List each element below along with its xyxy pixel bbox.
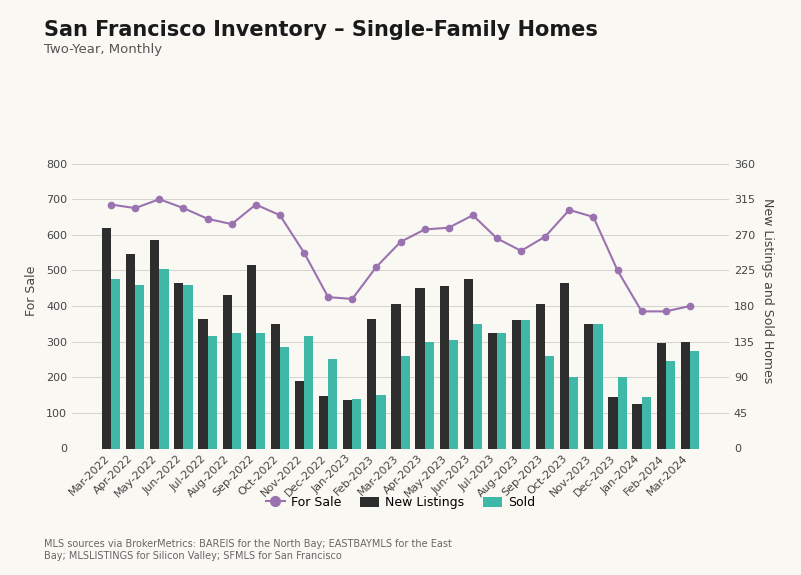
For Sale — [637, 308, 646, 315]
Bar — [681, 342, 690, 449]
Y-axis label: New Listings and Sold Homes: New Listings and Sold Homes — [762, 198, 775, 383]
Bar — [304, 336, 313, 449]
For Sale — [179, 205, 188, 212]
Bar — [536, 304, 545, 448]
Bar — [497, 333, 506, 448]
Bar — [280, 347, 289, 448]
Bar — [464, 279, 473, 448]
For Sale — [468, 212, 477, 218]
Bar — [207, 336, 217, 449]
For Sale — [348, 296, 357, 302]
For Sale — [372, 263, 381, 270]
Bar — [545, 356, 554, 448]
Bar — [150, 240, 159, 448]
Text: MLS sources via BrokerMetrics: BAREIS for the North Bay; EASTBAYMLS for the East: MLS sources via BrokerMetrics: BAREIS fo… — [44, 539, 452, 561]
Bar — [512, 320, 521, 448]
Bar — [159, 269, 168, 448]
Bar — [328, 359, 337, 448]
Bar — [183, 285, 192, 448]
Bar — [135, 285, 144, 448]
Bar — [584, 324, 594, 448]
Text: Two-Year, Monthly: Two-Year, Monthly — [44, 43, 162, 56]
For Sale — [565, 206, 574, 213]
Bar — [440, 286, 449, 448]
Bar — [594, 324, 602, 448]
Bar — [343, 400, 352, 448]
For Sale — [203, 216, 212, 223]
Bar — [473, 324, 482, 448]
Bar — [295, 381, 304, 448]
For Sale — [613, 267, 622, 274]
Bar — [367, 319, 376, 448]
Bar — [352, 398, 361, 448]
Bar — [416, 288, 425, 448]
For Sale — [685, 302, 694, 309]
Bar — [271, 324, 280, 448]
Legend: For Sale, New Listings, Sold: For Sale, New Listings, Sold — [261, 491, 540, 514]
Bar — [247, 265, 256, 448]
Line: For Sale: For Sale — [108, 196, 693, 315]
Bar — [111, 279, 120, 448]
Bar — [223, 296, 231, 448]
Bar — [488, 333, 497, 448]
Bar — [633, 404, 642, 448]
Bar — [231, 333, 241, 448]
Bar — [570, 377, 578, 448]
Bar — [690, 351, 699, 448]
For Sale — [661, 308, 670, 315]
Bar — [425, 342, 434, 449]
Bar — [560, 283, 570, 448]
Bar — [392, 304, 400, 448]
For Sale — [541, 233, 550, 240]
Bar — [642, 397, 651, 448]
For Sale — [131, 205, 140, 212]
For Sale — [589, 213, 598, 220]
For Sale — [300, 249, 309, 256]
For Sale — [107, 201, 116, 208]
For Sale — [420, 226, 429, 233]
Text: San Francisco Inventory – Single-Family Homes: San Francisco Inventory – Single-Family … — [44, 20, 598, 40]
Y-axis label: For Sale: For Sale — [25, 265, 38, 316]
Bar — [609, 397, 618, 448]
For Sale — [275, 212, 284, 218]
For Sale — [517, 247, 526, 254]
Bar — [256, 333, 265, 448]
Bar — [666, 361, 675, 449]
Bar — [376, 395, 385, 448]
For Sale — [227, 221, 236, 228]
For Sale — [324, 294, 333, 301]
Bar — [400, 356, 409, 448]
Bar — [175, 283, 183, 448]
Bar — [199, 319, 207, 448]
Bar — [102, 228, 111, 448]
Bar — [521, 320, 530, 448]
Bar — [449, 340, 458, 448]
For Sale — [492, 235, 501, 242]
Bar — [319, 396, 328, 448]
Bar — [618, 377, 626, 448]
For Sale — [155, 196, 164, 202]
Bar — [657, 343, 666, 448]
For Sale — [251, 201, 260, 208]
For Sale — [444, 224, 453, 231]
For Sale — [396, 239, 405, 246]
Bar — [126, 254, 135, 448]
